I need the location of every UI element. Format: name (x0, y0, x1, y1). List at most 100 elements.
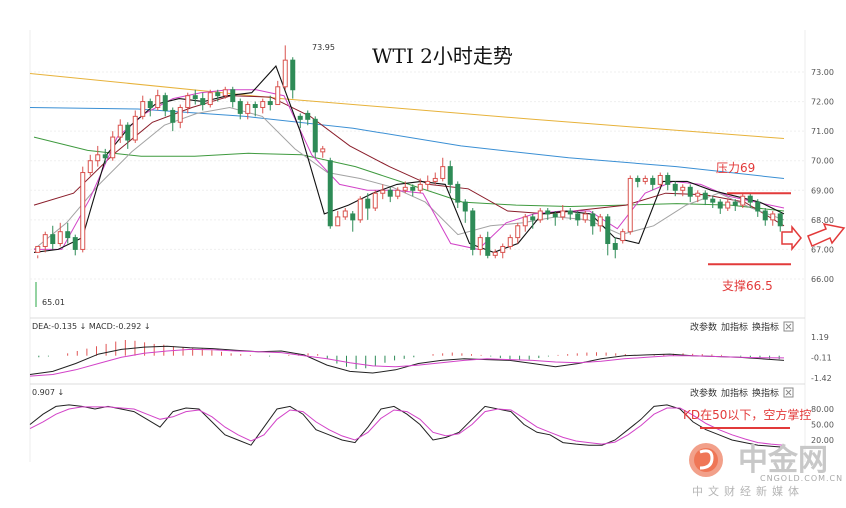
candle-body (147, 101, 153, 108)
macd-panel-buttons: 改参数 加指标 换指标 (690, 321, 794, 333)
candle (350, 210, 356, 232)
kd-edit-params-button[interactable]: 改参数 (690, 387, 717, 399)
candle-body (267, 101, 273, 106)
candle-body (200, 98, 206, 106)
price-tick-label: 66.00 (811, 275, 834, 284)
candle-body (282, 59, 288, 88)
candlesticks (35, 45, 783, 259)
candle (327, 157, 333, 229)
candle (447, 160, 453, 194)
moving-average-lines (29, 65, 785, 253)
candle (440, 157, 446, 182)
candle (470, 208, 476, 256)
candle (657, 172, 663, 188)
candle-body (117, 124, 123, 138)
candle-body (522, 216, 528, 227)
candle (552, 210, 558, 226)
candle-body (192, 95, 198, 100)
candle-body (755, 201, 761, 212)
price-tick-label: 68.00 (811, 216, 834, 225)
candle-body (110, 136, 116, 159)
candle (275, 80, 281, 106)
kd-tick-label: 50.00 (811, 421, 834, 430)
candle (200, 92, 206, 111)
candle (537, 208, 543, 223)
kd-d-line (29, 406, 785, 446)
candle-body (642, 177, 648, 182)
candle-body (477, 237, 483, 250)
candle-body (695, 192, 701, 197)
candle-body (162, 95, 168, 111)
candle-body (440, 166, 446, 179)
candle (732, 199, 738, 211)
candle (305, 110, 311, 126)
candle-body (575, 213, 581, 221)
candle-body (740, 195, 746, 206)
macd-tick-label: 1.19 (811, 333, 829, 342)
candle (507, 234, 513, 250)
candle (612, 237, 618, 259)
candle-body (140, 101, 146, 117)
candle-body (545, 210, 551, 215)
candle-body (687, 186, 693, 197)
candle (155, 89, 161, 111)
candle-body (605, 216, 611, 245)
candle (207, 89, 213, 108)
candle (95, 145, 101, 167)
kd-close-x-icon (785, 389, 792, 396)
candle-body (635, 177, 641, 182)
candle (635, 175, 641, 188)
candle-body (57, 231, 63, 245)
candle-body (395, 189, 401, 197)
candle-body (515, 225, 521, 239)
candle-body (612, 243, 618, 250)
kd-add-indicator-button[interactable]: 加指标 (721, 387, 748, 399)
candle (492, 249, 498, 259)
macd-plot (29, 339, 785, 377)
candle (582, 210, 588, 223)
chart-title: WTI 2小时走势 (372, 44, 513, 68)
logo-subtitle: 中文财经新媒体 (692, 484, 804, 498)
candle (42, 231, 48, 253)
candle (755, 199, 761, 217)
candle-body (567, 210, 573, 215)
candle-body (425, 180, 431, 185)
candle (560, 205, 566, 220)
candle-body (320, 148, 326, 153)
price-axis-ticks: 73.00 72.00 71.00 70.00 69.00 68.00 67.00 66.00 (811, 68, 834, 284)
candle (695, 190, 701, 203)
candle (170, 107, 176, 132)
candle-body (327, 160, 333, 227)
candle-body (245, 104, 251, 114)
candle-body (342, 210, 348, 218)
candle (672, 181, 678, 197)
price-tick-label: 73.00 (811, 68, 834, 77)
edit-params-button[interactable]: 改参数 (690, 321, 717, 333)
price-gridlines (30, 71, 805, 280)
candle-body (770, 213, 776, 221)
candle (770, 210, 776, 226)
candle-body (485, 237, 491, 256)
kd-switch-indicator-button[interactable]: 换指标 (752, 387, 779, 399)
candle (147, 98, 153, 117)
kd-plot (29, 404, 785, 448)
candle (267, 95, 273, 111)
candle-body (620, 231, 626, 242)
candle (702, 190, 708, 206)
ma-line (29, 73, 785, 139)
switch-indicator-button[interactable]: 换指标 (752, 321, 779, 333)
candle (312, 116, 318, 158)
macd-tick-label: -0.11 (811, 353, 832, 362)
candle (140, 95, 146, 120)
candle (402, 181, 408, 194)
candle (455, 181, 461, 209)
small-arrow-icon (781, 224, 802, 252)
candle-body (680, 186, 686, 191)
candle (192, 89, 198, 105)
candle (185, 92, 191, 114)
add-indicator-button[interactable]: 加指标 (721, 321, 748, 333)
macd-dif-line (29, 345, 785, 375)
peak-price-label: 73.95 (312, 43, 335, 52)
kd-panel-buttons: 改参数 加指标 换指标 (690, 387, 794, 399)
candle-body (290, 59, 296, 91)
